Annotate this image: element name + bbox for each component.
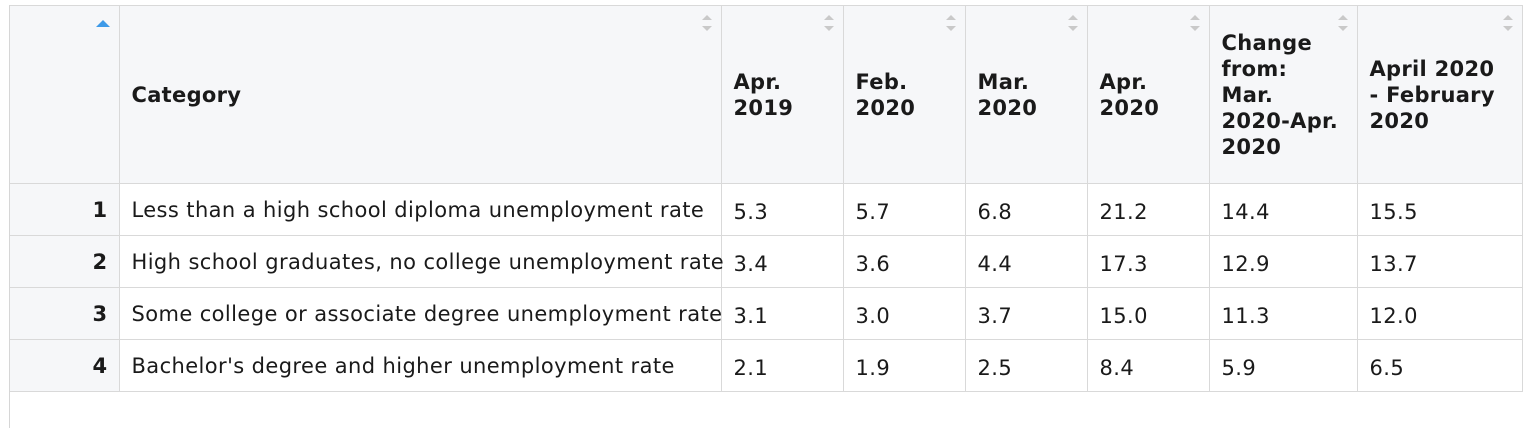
value-cell: 4.4 (965, 235, 1088, 288)
column-header-apr2020[interactable]: Apr. 2020 (1087, 5, 1210, 184)
column-header-label: Mar. 2020 (977, 69, 1038, 120)
row-number: 2 (10, 235, 120, 288)
value-cell: 13.7 (1357, 235, 1523, 288)
value-cell: 17.3 (1087, 235, 1210, 288)
value-cell: 15.5 (1357, 183, 1523, 236)
column-header-label: Change from: Mar. 2020-Apr. 2020 (1221, 30, 1338, 159)
value-cell: 3.4 (721, 235, 844, 288)
table-row: 1 Less than a high school diploma unempl… (10, 183, 1523, 236)
table-row: 3 Some college or associate degree unemp… (10, 287, 1523, 340)
sort-both-icon[interactable] (1189, 15, 1200, 31)
value-cell: 2.1 (721, 339, 844, 392)
header-row: Category Apr. 2019 Feb. 2020 Mar. 2020 A… (10, 5, 1523, 184)
sort-ascending-icon[interactable] (96, 20, 110, 27)
column-header-category[interactable]: Category (119, 5, 722, 184)
column-header-label: Feb. 2020 (855, 69, 916, 120)
value-cell: 15.0 (1087, 287, 1210, 340)
sort-both-icon[interactable] (1502, 15, 1513, 31)
category-cell: Some college or associate degree unemplo… (119, 287, 722, 340)
row-number: 3 (10, 287, 120, 340)
value-cell: 12.9 (1209, 235, 1358, 288)
column-header-label: Category (131, 82, 242, 107)
sort-both-icon[interactable] (823, 15, 834, 31)
value-cell: 12.0 (1357, 287, 1523, 340)
value-cell: 3.6 (843, 235, 966, 288)
value-cell: 14.4 (1209, 183, 1358, 236)
row-number: 1 (10, 183, 120, 236)
value-cell: 21.2 (1087, 183, 1210, 236)
value-cell: 1.9 (843, 339, 966, 392)
value-cell: 6.8 (965, 183, 1088, 236)
value-cell: 5.3 (721, 183, 844, 236)
value-cell: 5.7 (843, 183, 966, 236)
sort-both-icon[interactable] (1067, 15, 1078, 31)
column-header-label: Apr. 2020 (1099, 69, 1160, 120)
value-cell: 6.5 (1357, 339, 1523, 392)
sort-both-icon[interactable] (701, 15, 712, 31)
column-header-label: Apr. 2019 (733, 69, 794, 120)
row-number: 4 (10, 339, 120, 392)
sort-both-icon[interactable] (945, 15, 956, 31)
column-header-mar2020[interactable]: Mar. 2020 (965, 5, 1088, 184)
column-header-apr2019[interactable]: Apr. 2019 (721, 5, 844, 184)
column-header-change[interactable]: Change from: Mar. 2020-Apr. 2020 (1209, 5, 1358, 184)
column-header-feb2020[interactable]: Feb. 2020 (843, 5, 966, 184)
category-cell: Bachelor's degree and higher unemploymen… (119, 339, 722, 392)
category-cell: High school graduates, no college unempl… (119, 235, 724, 288)
column-header-label: April 2020 - February 2020 (1369, 56, 1495, 133)
value-cell: 2.5 (965, 339, 1088, 392)
value-cell: 3.7 (965, 287, 1088, 340)
column-header-apr-feb[interactable]: April 2020 - February 2020 (1357, 5, 1523, 184)
category-cell: Less than a high school diploma unemploy… (119, 183, 722, 236)
value-cell: 5.9 (1209, 339, 1358, 392)
value-cell: 3.1 (721, 287, 844, 340)
value-cell: 11.3 (1209, 287, 1358, 340)
data-viewer: Category Apr. 2019 Feb. 2020 Mar. 2020 A… (9, 5, 1540, 428)
data-table: Category Apr. 2019 Feb. 2020 Mar. 2020 A… (10, 5, 1523, 392)
table-row: 2 High school graduates, no college unem… (10, 235, 1523, 288)
table-row: 4 Bachelor's degree and higher unemploym… (10, 339, 1523, 392)
value-cell: 3.0 (843, 287, 966, 340)
row-number-header[interactable] (10, 5, 120, 184)
sort-both-icon[interactable] (1337, 15, 1348, 31)
value-cell: 8.4 (1087, 339, 1210, 392)
